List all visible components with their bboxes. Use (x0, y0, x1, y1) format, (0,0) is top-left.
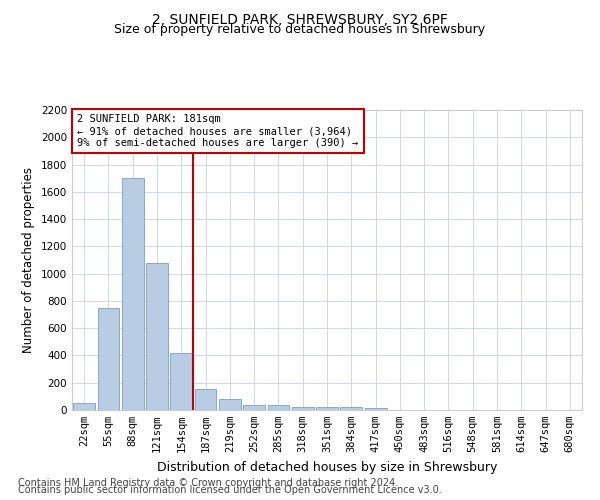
Bar (97, 308, 119, 410)
Bar (122, 178, 143, 410)
Bar (243, 405, 265, 410)
X-axis label: Distribution of detached houses by size in Shrewsbury: Distribution of detached houses by size … (157, 460, 497, 473)
Bar (219, 399, 241, 410)
Bar (73, 403, 95, 410)
Bar (146, 264, 168, 410)
Bar (170, 352, 192, 410)
Text: Contains HM Land Registry data © Crown copyright and database right 2024.: Contains HM Land Registry data © Crown c… (18, 478, 398, 488)
Text: Contains public sector information licensed under the Open Government Licence v3: Contains public sector information licen… (18, 485, 442, 495)
Text: 2 SUNFIELD PARK: 181sqm
← 91% of detached houses are smaller (3,964)
9% of semi-: 2 SUNFIELD PARK: 181sqm ← 91% of detache… (77, 114, 358, 148)
Bar (268, 405, 289, 410)
Bar (292, 406, 314, 410)
Bar (194, 389, 217, 410)
Bar (340, 408, 362, 410)
Bar (316, 408, 338, 410)
Bar (365, 408, 386, 410)
Y-axis label: Number of detached properties: Number of detached properties (22, 167, 35, 353)
Text: Size of property relative to detached houses in Shrewsbury: Size of property relative to detached ho… (115, 22, 485, 36)
Text: 2, SUNFIELD PARK, SHREWSBURY, SY2 6PF: 2, SUNFIELD PARK, SHREWSBURY, SY2 6PF (152, 12, 448, 26)
